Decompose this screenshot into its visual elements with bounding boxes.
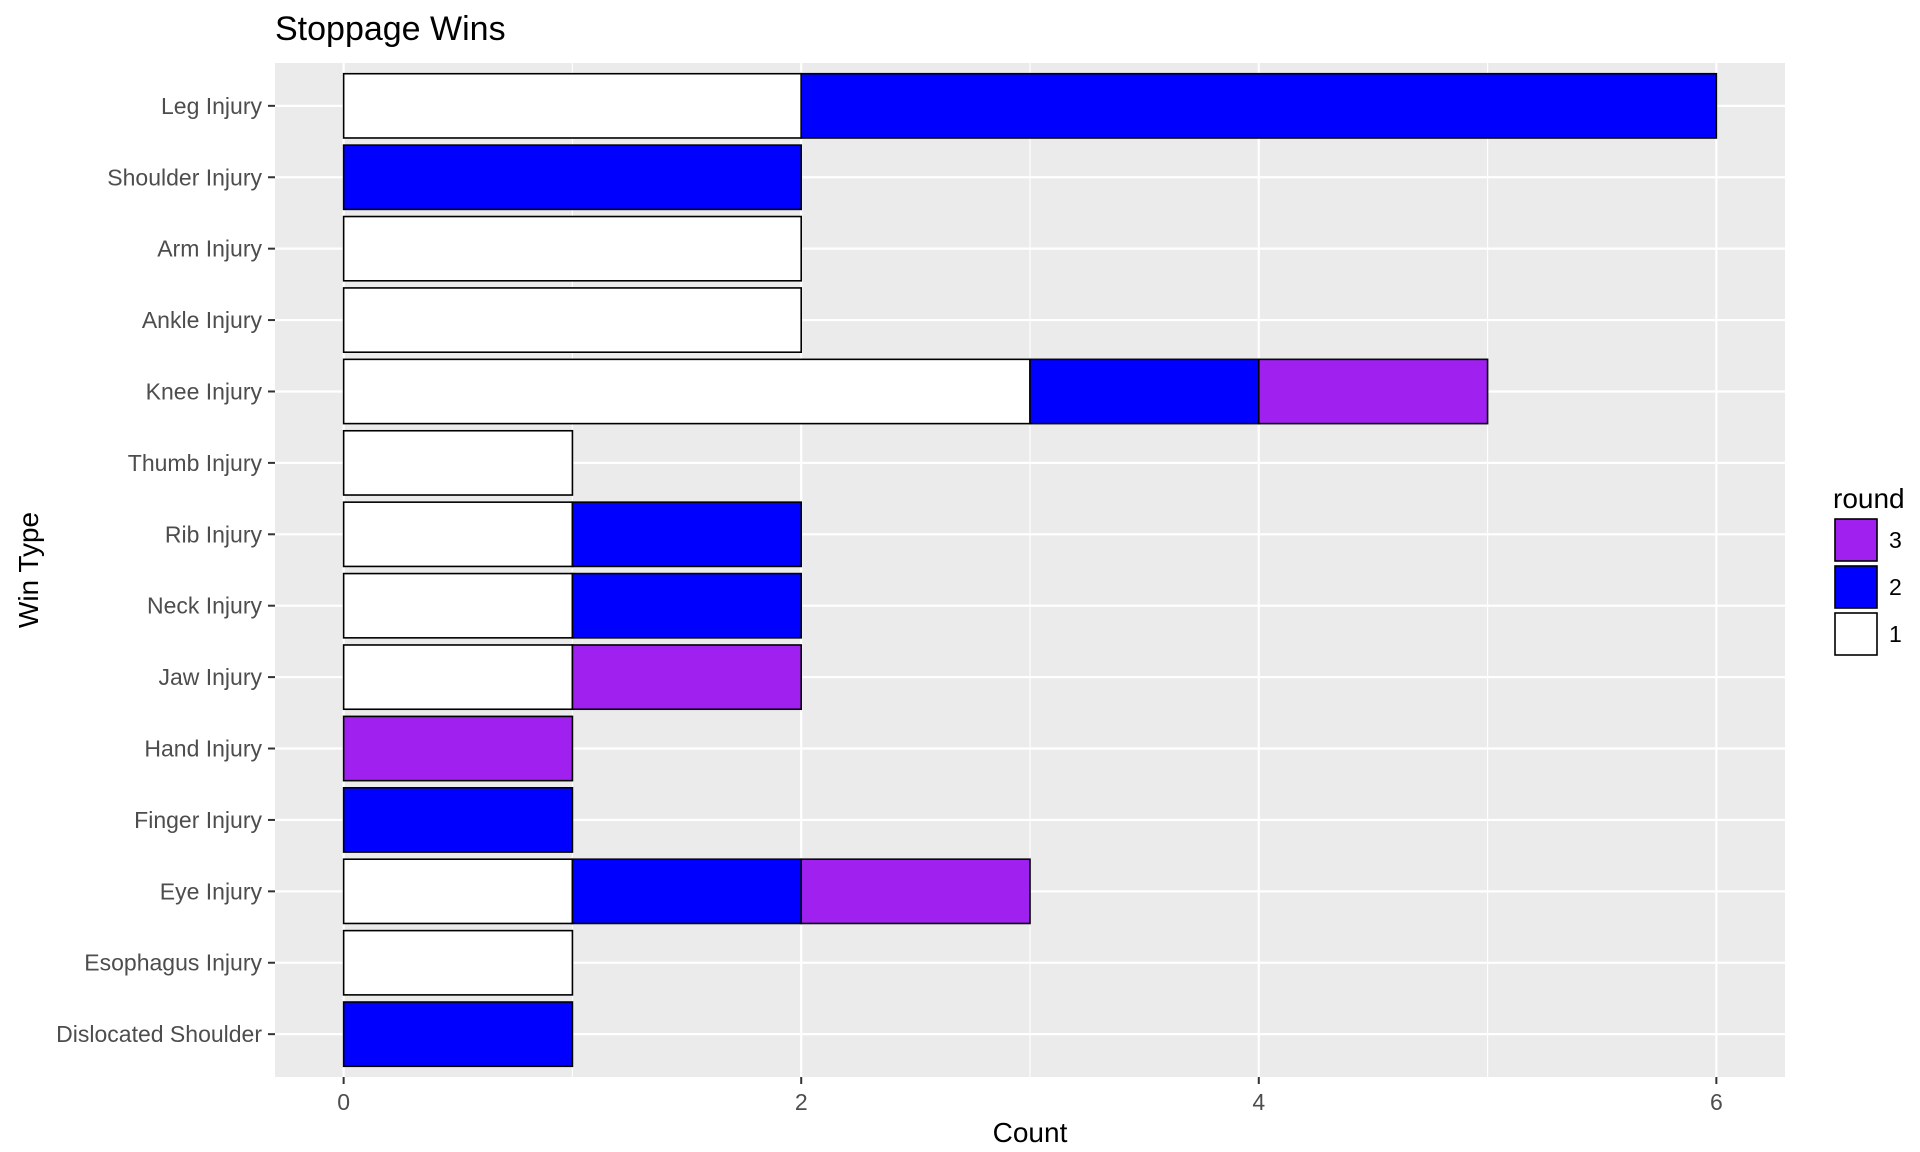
y-tick-label: Hand Injury <box>144 736 262 762</box>
bar-segment <box>342 287 803 354</box>
bars <box>342 72 1718 1068</box>
y-tick-label: Shoulder Injury <box>107 164 262 190</box>
x-tick-label: 6 <box>1710 1089 1723 1115</box>
bar-segment <box>342 215 803 282</box>
y-tick-label: Leg Injury <box>161 93 263 119</box>
y-tick-label: Dislocated Shoulder <box>56 1021 262 1047</box>
legend-key <box>1834 565 1878 609</box>
bar-segment <box>800 72 1718 139</box>
x-tick-label: 2 <box>795 1089 808 1115</box>
bar-segment <box>342 572 574 639</box>
bar-segment <box>571 858 803 925</box>
legend-label: 1 <box>1889 621 1902 647</box>
y-axis-title: Win Type <box>13 512 44 628</box>
y-tick-label: Finger Injury <box>134 807 262 833</box>
y-tick-label: Thumb Injury <box>128 450 263 476</box>
legend-key <box>1834 612 1878 656</box>
bar-segment <box>571 501 803 568</box>
bar-segment <box>342 1001 574 1068</box>
legend: round 3 2 1 <box>1833 483 1905 656</box>
bar-segment <box>342 786 574 853</box>
bar-segment <box>342 72 803 139</box>
y-tick-label: Knee Injury <box>146 378 263 404</box>
bar-segment <box>342 144 803 211</box>
y-tick-label: Neck Injury <box>147 593 263 619</box>
y-tick-label: Esophagus Injury <box>84 950 262 976</box>
bar-segment <box>342 644 574 711</box>
x-tick-label: 0 <box>337 1089 350 1115</box>
bar-segment <box>571 572 803 639</box>
y-tick-label: Jaw Injury <box>158 664 262 690</box>
legend-title: round <box>1833 483 1905 514</box>
bar-segment <box>342 501 574 568</box>
x-tick-label: 4 <box>1252 1089 1265 1115</box>
x-axis: 0 2 4 6 <box>337 1077 1723 1115</box>
y-tick-label: Eye Injury <box>160 878 263 904</box>
x-axis-title: Count <box>993 1117 1068 1148</box>
bar-segment <box>342 929 574 996</box>
bar-segment <box>342 358 1031 425</box>
bar-segment <box>342 715 574 782</box>
y-tick-label: Rib Injury <box>165 521 263 547</box>
bar-segment <box>1029 358 1260 425</box>
legend-label: 3 <box>1889 527 1902 553</box>
bar-segment <box>800 858 1031 925</box>
chart-title: Stoppage Wins <box>275 10 506 48</box>
bar-segment <box>1257 358 1489 425</box>
bar-segment <box>342 858 574 925</box>
legend-label: 2 <box>1889 574 1902 600</box>
legend-key <box>1834 518 1878 562</box>
y-tick-label: Arm Injury <box>157 236 262 262</box>
y-tick-label: Ankle Injury <box>142 307 263 333</box>
bar-segment <box>571 644 803 711</box>
y-axis: Leg Injury Shoulder Injury Arm Injury Ankle… <box>56 93 275 1047</box>
bar-segment <box>342 429 574 496</box>
